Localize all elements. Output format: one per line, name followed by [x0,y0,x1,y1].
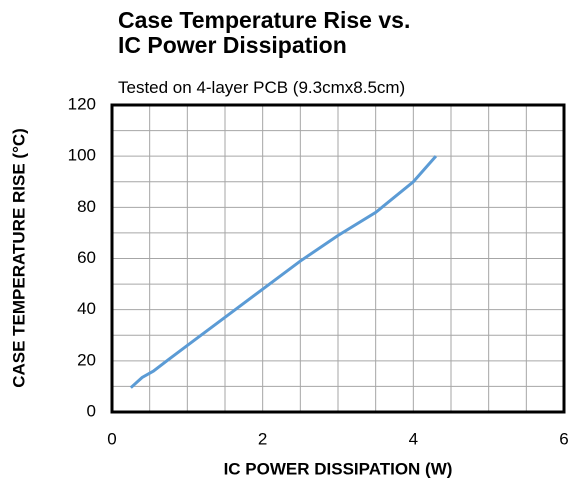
y-tick-label: 120 [68,94,96,113]
y-tick-label: 20 [77,350,96,369]
y-tick-label: 100 [68,146,96,165]
chart-subtitle: Tested on 4-layer PCB (9.3cmx8.5cm) [118,78,406,97]
y-tick-label: 60 [77,248,96,267]
y-tick-label: 0 [87,401,96,420]
x-tick-label: 0 [107,429,116,448]
x-tick-label: 4 [409,429,418,448]
y-tick-label: 40 [77,299,96,318]
x-axis-label: IC POWER DISSIPATION (W) [224,459,453,478]
data-line [129,155,438,389]
y-axis-label: CASE TEMPERATURE RISE (°C) [9,128,28,388]
y-tick-label: 80 [77,197,96,216]
x-tick-label: 6 [559,429,568,448]
plot-frame [110,103,566,414]
chart-title: Case Temperature Rise vs. IC Power Dissi… [118,7,411,58]
x-tick-label: 2 [258,429,267,448]
